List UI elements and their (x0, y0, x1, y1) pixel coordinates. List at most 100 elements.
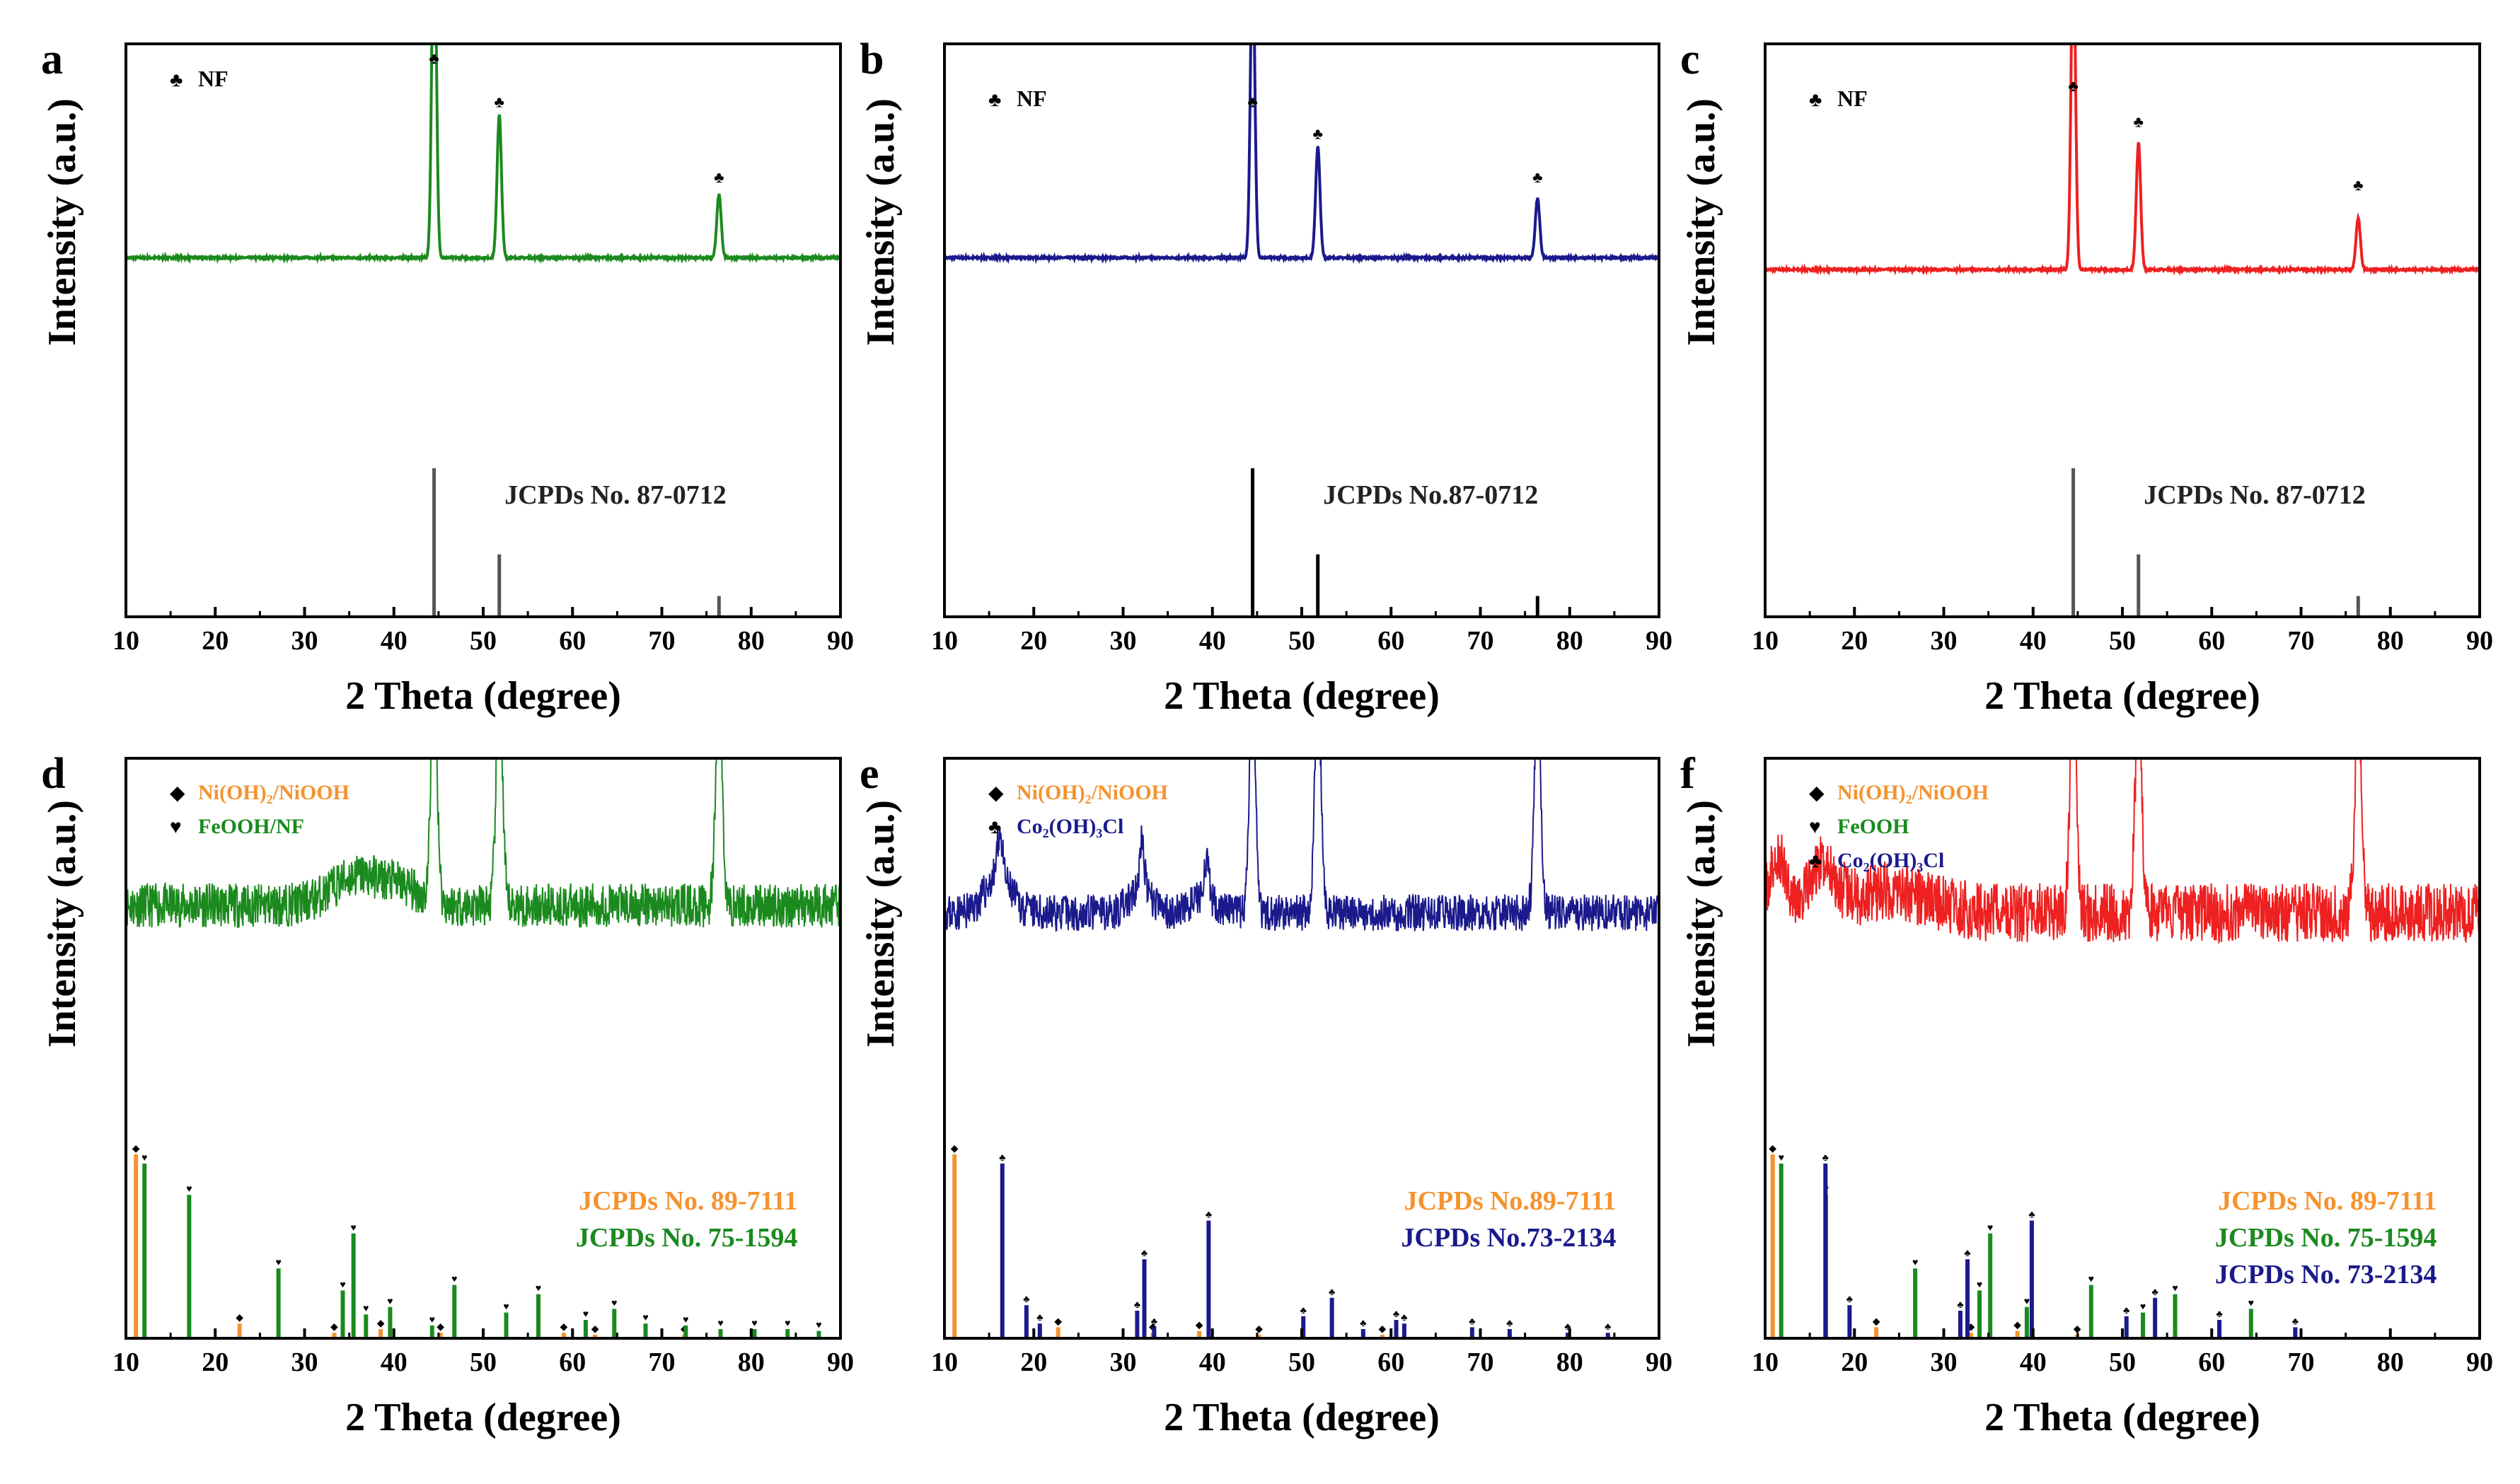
reference-stick-marker: ♣ (1469, 1316, 1475, 1327)
x-tick-label: 80 (2377, 1347, 2404, 1377)
legend-symbol: ♣ (1809, 89, 1822, 111)
reference-stick-marker: ◆ (1967, 1322, 1975, 1333)
legend-symbol: ♣ (170, 69, 183, 91)
x-axis-label: 2 Theta (degree) (345, 674, 621, 718)
xrd-pattern-line (126, 44, 840, 265)
reference-label: JCPDs No. 89-7111 (2218, 1186, 2437, 1216)
reference-stick-marker: ♣ (1151, 1316, 1157, 1327)
reference-label: JCPDs No.73-2134 (1401, 1223, 1616, 1253)
reference-stick-marker: ♥ (751, 1318, 757, 1329)
reference-stick-marker: ♣ (1360, 1318, 1366, 1329)
xrd-pattern-line (944, 758, 1659, 932)
reference-label: JCPDs No. 75-1594 (576, 1223, 797, 1253)
reference-stick-marker: ◆ (132, 1144, 140, 1154)
peak-marker: ♣ (1247, 93, 1257, 111)
reference-stick-marker: ♣ (1564, 1322, 1571, 1333)
x-tick-label: 50 (2109, 626, 2136, 656)
reference-stick-marker: ♣ (1506, 1318, 1513, 1329)
x-tick-label: 70 (1467, 1347, 1494, 1377)
x-tick-label: 90 (1646, 1347, 1672, 1377)
x-tick-label: 30 (1110, 1347, 1137, 1377)
reference-stick-marker: ♣ (1023, 1294, 1029, 1305)
x-tick-label: 20 (1020, 626, 1047, 656)
reference-stick-marker: ♥ (583, 1309, 589, 1320)
reference-stick-marker: ◆ (1255, 1324, 1263, 1335)
reference-stick-marker: ♥ (186, 1184, 192, 1195)
reference-stick-marker: ♥ (363, 1304, 369, 1314)
x-tick-label: 50 (470, 1347, 497, 1377)
x-tick-label: 30 (291, 1347, 318, 1377)
reference-stick-marker: ◆ (1379, 1324, 1387, 1335)
peak-marker: ♣ (2134, 113, 2144, 131)
y-axis-label: Intensity (a.u.) (40, 98, 84, 346)
reference-stick-marker: ♣ (1822, 1153, 1829, 1164)
reference-label: JCPDs No. 89-7111 (579, 1186, 797, 1216)
x-tick-label: 50 (1288, 1347, 1315, 1377)
reference-stick-marker: ♥ (1779, 1153, 1784, 1164)
reference-stick-marker: ◆ (437, 1322, 444, 1333)
reference-stick-marker: ♣ (999, 1153, 1005, 1164)
x-tick-label: 20 (1841, 626, 1868, 656)
x-tick-label: 90 (2466, 626, 2493, 656)
reference-stick-marker: ♥ (451, 1275, 457, 1285)
reference-stick-marker: ♥ (2088, 1275, 2094, 1285)
x-tick-label: 70 (1467, 626, 1494, 656)
reference-stick-marker: ◆ (1196, 1321, 1203, 1331)
x-tick-label: 30 (1931, 1347, 1958, 1377)
reference-stick-marker: ♥ (683, 1315, 688, 1326)
reference-stick-marker: ◆ (377, 1318, 385, 1329)
x-tick-label: 80 (2377, 626, 2404, 656)
x-tick-label: 30 (291, 626, 318, 656)
reference-stick-marker: ♣ (2152, 1287, 2158, 1298)
plot-frame (943, 42, 1660, 618)
legend-symbol: ♥ (170, 816, 182, 838)
x-tick-label: 10 (931, 1347, 958, 1377)
reference-stick-marker: ♣ (1329, 1287, 1335, 1298)
reference-stick-marker: ♥ (1912, 1258, 1918, 1268)
x-tick-label: 60 (2198, 626, 2225, 656)
reference-stick-marker: ♣ (1401, 1313, 1407, 1323)
reference-stick-marker: ♥ (141, 1153, 147, 1164)
x-tick-label: 80 (1556, 1347, 1583, 1377)
legend-label: Ni(OH)₂/NiOOH (198, 781, 349, 804)
x-tick-label: 10 (112, 626, 139, 656)
y-axis-label: Intensity (a.u.) (859, 98, 903, 346)
peak-marker: ♣ (429, 50, 439, 67)
legend-label: FeOOH (1837, 815, 1909, 838)
panel-e: ◆◆◆◆◆◆♣♣♣♣♣♣♣♣♣♣♣♣♣♣♣♣JCPDs No.89-7111JC… (859, 750, 1672, 1439)
reference-stick-marker: ◆ (2013, 1321, 2021, 1331)
reference-stick-marker: ♣ (2123, 1306, 2129, 1316)
reference-label: JCPDs No. 75-1594 (2215, 1223, 2437, 1253)
reference-stick-marker: ♣ (1393, 1309, 1399, 1320)
reference-stick-marker: ♥ (429, 1315, 435, 1326)
x-tick-label: 80 (738, 626, 765, 656)
x-axis-label: 2 Theta (degree) (1984, 674, 2260, 718)
x-tick-label: 10 (112, 1347, 139, 1377)
legend-symbol: ♣ (988, 89, 1001, 111)
reference-stick-marker: ◆ (1873, 1316, 1880, 1327)
reference-stick-marker: ♥ (717, 1318, 723, 1329)
peak-marker: ♣ (2068, 77, 2078, 95)
reference-stick-marker: ♥ (2248, 1298, 2254, 1309)
plot-frame (1764, 42, 2481, 618)
legend-label: Ni(OH)₂/NiOOH (1837, 781, 1989, 804)
reference-stick-marker: ◆ (951, 1144, 959, 1154)
reference-stick-marker: ♣ (1141, 1248, 1148, 1259)
peak-marker: ♣ (2353, 176, 2363, 194)
x-tick-label: 90 (827, 626, 854, 656)
reference-stick-marker: ♣ (1036, 1313, 1043, 1323)
x-tick-label: 90 (2466, 1347, 2493, 1377)
x-tick-label: 10 (1752, 1347, 1779, 1377)
legend-label: Co₂(OH)₃Cl (1837, 849, 1944, 872)
reference-stick-marker: ♣ (2216, 1309, 2222, 1320)
reference-label: JCPDs No. 87-0712 (2144, 480, 2365, 510)
reference-stick-marker: ♥ (350, 1223, 356, 1234)
y-axis-label: Intensity (a.u.) (1680, 800, 1723, 1048)
legend-label: Co₂(OH)₃Cl (1017, 815, 1123, 838)
reference-stick-marker: ♥ (387, 1297, 393, 1307)
x-tick-label: 90 (827, 1347, 854, 1377)
reference-stick-marker: ♣ (1957, 1300, 1963, 1311)
x-tick-label: 60 (559, 1347, 586, 1377)
x-tick-label: 60 (2198, 1347, 2225, 1377)
